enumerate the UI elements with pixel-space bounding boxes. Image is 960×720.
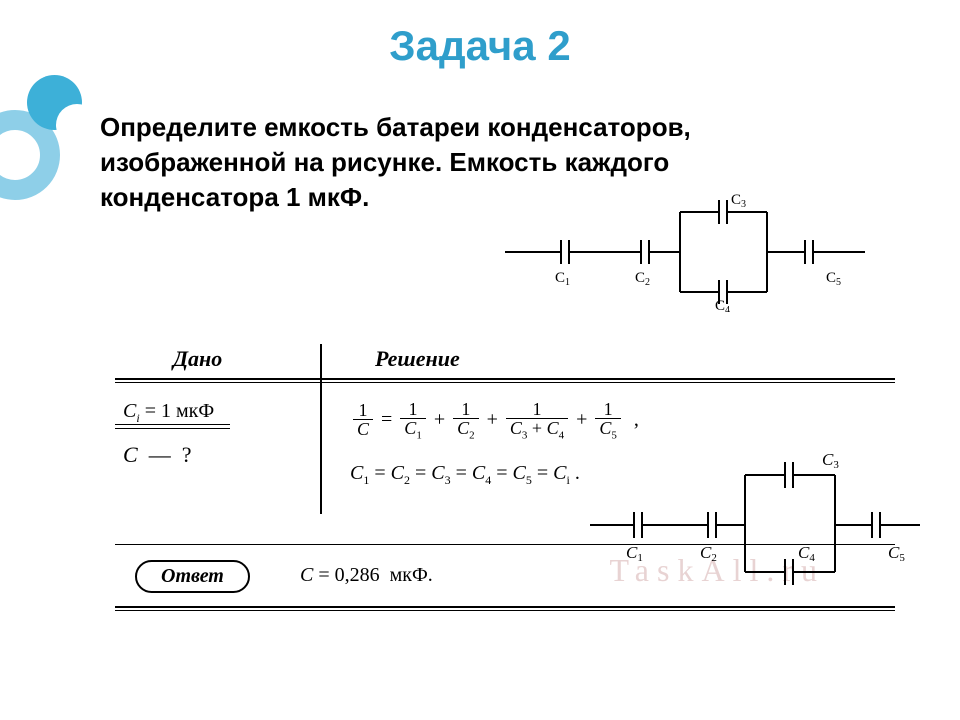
problem-line-2: изображенной на рисунке. Емкость каждого: [100, 147, 669, 177]
given-c-value: Ci = 1 мкФ: [123, 400, 214, 426]
answer-label-box: Ответ: [135, 560, 250, 593]
answer-rule-bot1: [115, 606, 895, 608]
circuit-diagram-top: C1 C2 C3 C4 C5: [505, 192, 865, 312]
dano-label: Дано: [173, 346, 222, 372]
header-rule-1: [115, 378, 895, 380]
resh-label: Решение: [375, 346, 460, 372]
page-title: Задача 2: [0, 22, 960, 70]
given-find: C — ?: [123, 442, 191, 468]
problem-line-3: конденсатора 1 мкФ.: [100, 182, 369, 212]
equation-equal-c: C1 = C2 = C3 = C4 = C5 = Ci .: [350, 462, 580, 488]
answer-value: С = 0,286 мкФ.: [300, 564, 433, 587]
svg-text:C1: C1: [626, 543, 643, 564]
decor-disc-inner: [56, 104, 98, 146]
frac-lhs-num: 1: [353, 401, 373, 420]
svg-text:C1: C1: [555, 270, 570, 288]
answer-rule-bot2: [115, 610, 895, 611]
svg-text:C2: C2: [635, 270, 650, 288]
problem-line-1: Определите емкость батареи конденсаторов…: [100, 112, 691, 142]
header-rule-2: [115, 382, 895, 383]
solution-block: Дано Решение Ci = 1 мкФ C — ? 1C = 1C1 +…: [115, 342, 910, 384]
frac-lhs-den: C: [357, 419, 369, 439]
svg-text:C2: C2: [700, 543, 717, 564]
svg-text:C3: C3: [822, 450, 839, 471]
svg-text:C5: C5: [888, 543, 905, 564]
svg-text:C3: C3: [731, 192, 746, 210]
given-underline-2: [115, 428, 230, 429]
circuit-diagram-bottom: C1 C2 C3 C4 C5: [590, 450, 920, 590]
equation-main: 1C = 1C1 + 1C2 + 1C3 + C4 + 1C5 ,: [350, 400, 639, 442]
svg-text:C4: C4: [798, 543, 815, 564]
given-underline-1: [115, 424, 230, 425]
svg-text:C5: C5: [826, 270, 841, 288]
vertical-separator: [320, 344, 322, 514]
